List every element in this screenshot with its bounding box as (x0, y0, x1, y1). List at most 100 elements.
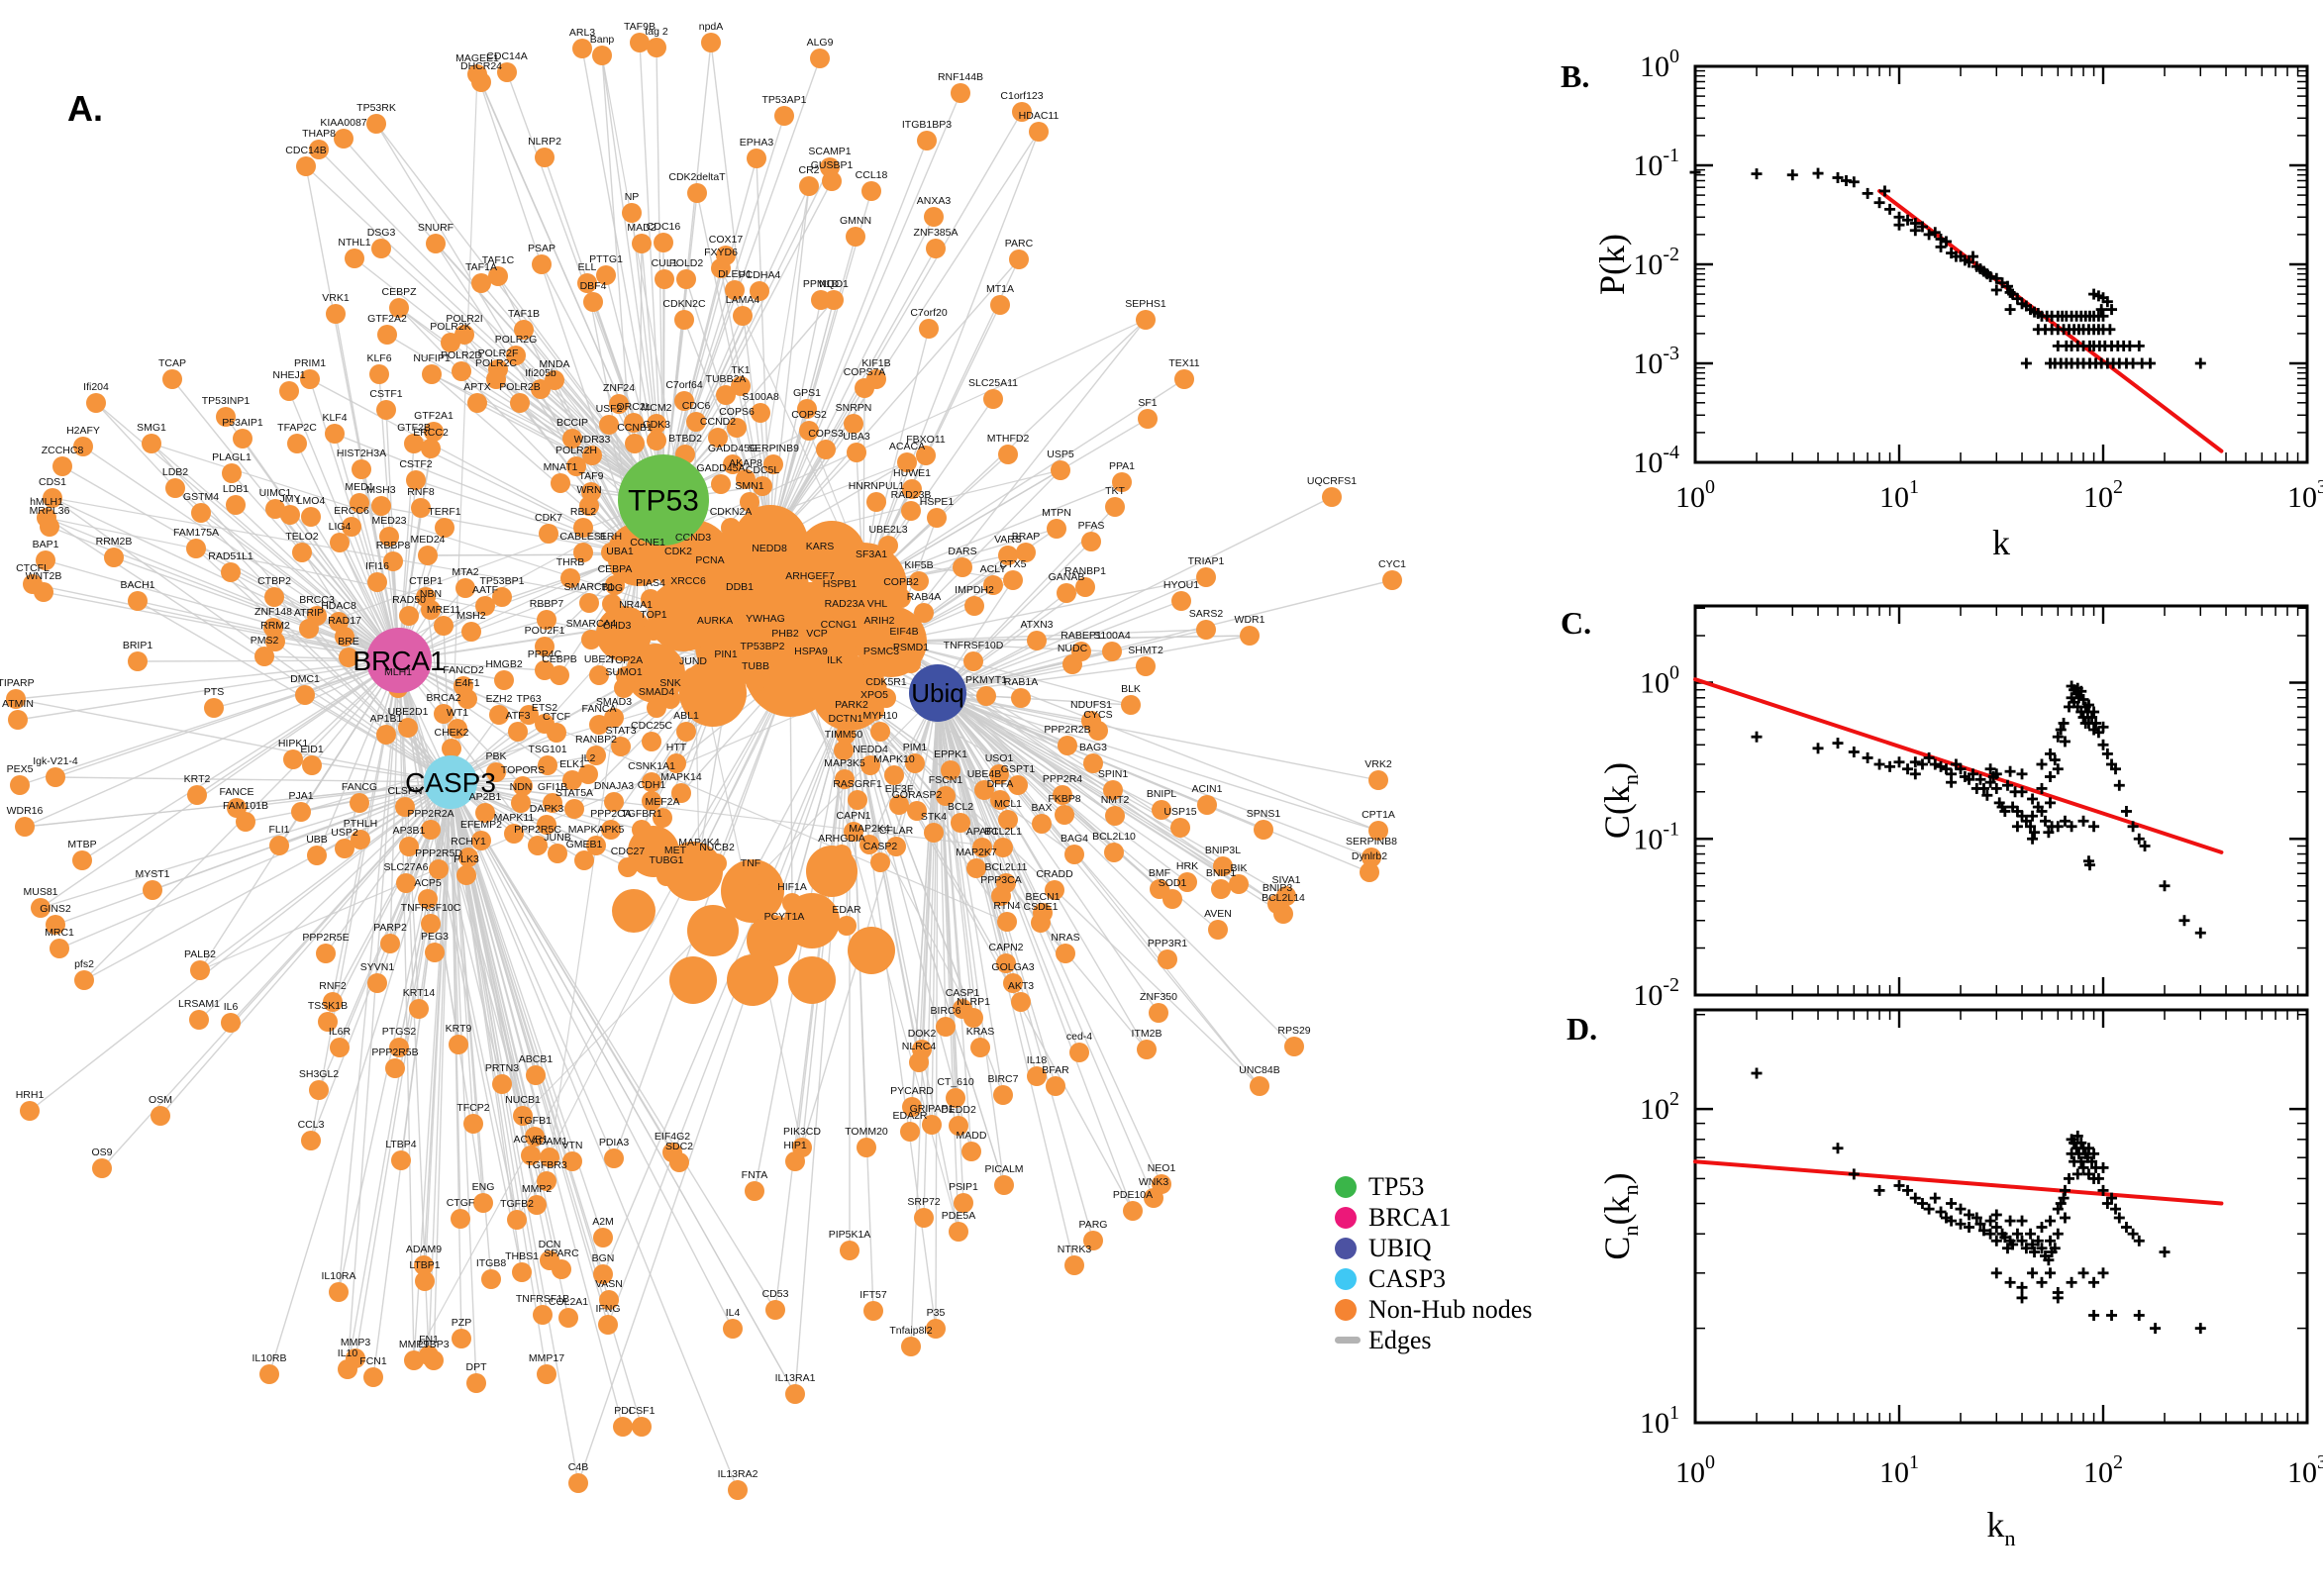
network-node-label: PRTN3 (485, 1062, 519, 1074)
network-node-label: NLRC4 (902, 1041, 937, 1052)
network-node-label: PDI (614, 1405, 632, 1417)
legend-item-ubiq: UBIQ (1335, 1233, 1532, 1263)
network-node-label: DPT (466, 1361, 488, 1373)
network-node-label: CCL18 (856, 169, 888, 181)
network-node-label: CSTF1 (369, 388, 402, 400)
network-node-label: NR4A1 (619, 599, 653, 611)
network-node-label: MTHFD2 (987, 433, 1030, 445)
network-node-label: COPB2 (883, 576, 919, 588)
network-node-label: ELL (578, 261, 597, 273)
network-node-label: RAB4A (907, 591, 941, 603)
network-node (905, 753, 925, 773)
network-node-label: AP2B1 (469, 791, 502, 803)
network-node-label: MNAT1 (544, 461, 578, 473)
network-node (855, 378, 874, 398)
network-node (10, 775, 30, 795)
network-node-label: ced-4 (1066, 1031, 1092, 1043)
network-node (844, 822, 863, 842)
network-node-label: MTA2 (452, 566, 478, 578)
x-axis-tick-label: 101 (1879, 476, 1919, 514)
network-node-label: TOP2A (609, 654, 643, 666)
network-node (20, 1101, 40, 1121)
network-node-label: EIF4B (889, 626, 918, 638)
network-node (927, 508, 947, 528)
network-node-label: NQO1 (819, 278, 849, 290)
network-node-label: WNK3 (1139, 1176, 1168, 1188)
network-node (1031, 913, 1051, 933)
network-node-label: NDUFS1 (1070, 699, 1112, 711)
network-node-label: TP53BP2 (741, 641, 785, 652)
network-node (380, 934, 400, 953)
legend-label: UBIQ (1368, 1233, 1432, 1262)
network-node (486, 369, 506, 389)
network-node (1229, 874, 1249, 894)
network-node-label: STK4 (921, 811, 947, 823)
network-node-label: SERPINB8 (1346, 836, 1397, 848)
network-node (1213, 856, 1233, 876)
network-node-label: TSSK1B (308, 1000, 348, 1012)
nonhub-node-icon (1335, 1298, 1357, 1321)
network-node-label: PDIA3 (599, 1137, 630, 1148)
network-node-label: RABEP1 (1060, 630, 1102, 642)
network-node-label: POLR2D (441, 349, 482, 361)
network-node (1062, 654, 1082, 674)
network-node (801, 657, 821, 677)
network-node-label: VHL (867, 598, 888, 610)
network-node-label: DCTN1 (828, 713, 862, 725)
network-node-label: SMAD4 (639, 686, 674, 698)
network-node (750, 281, 769, 301)
network-node-label: LTBP3 (418, 1339, 449, 1350)
y-axis-title: Cn​(kn​) (1597, 1172, 1643, 1259)
brca1-hub-icon (1335, 1206, 1357, 1229)
network-node (1027, 631, 1047, 650)
network-node (963, 1008, 983, 1028)
network-node (678, 587, 698, 607)
network-node-label: MYH10 (862, 710, 897, 722)
network-node (1008, 775, 1028, 795)
network-node (687, 183, 707, 203)
x-axis-tick-label: 100 (1675, 1451, 1715, 1489)
network-node (492, 1074, 512, 1094)
network-node (891, 588, 911, 608)
network-node-label: NEDD8 (752, 543, 787, 554)
legend-label: TP53 (1368, 1171, 1425, 1201)
network-node-label: TGFBR3 (526, 1159, 567, 1171)
network-node (924, 823, 944, 843)
network-node-label: MAPK11 (494, 812, 535, 824)
network-node (46, 915, 65, 935)
network-node (1368, 770, 1388, 790)
network-node (598, 1315, 618, 1335)
edge-line-icon (1335, 1337, 1361, 1344)
network-node-label: EPPK1 (934, 748, 967, 760)
network-node (605, 575, 625, 595)
network-node (395, 797, 415, 817)
network-node (434, 704, 454, 724)
network-node-label: MTBP (67, 839, 96, 850)
network-node (396, 873, 416, 893)
network-node (624, 413, 644, 433)
network-node-label: TUBG1 (649, 854, 683, 866)
network-node-label: NDN (510, 781, 533, 793)
network-node (666, 753, 686, 773)
network-node (165, 478, 185, 498)
network-node (1362, 848, 1381, 867)
network-node-label: GSPT1 (1001, 763, 1036, 775)
network-node (292, 543, 312, 562)
network-node (435, 518, 454, 538)
network-cluster-blob (727, 954, 778, 1006)
network-node-label: GMNN (840, 215, 871, 227)
network-node (674, 391, 694, 411)
network-node (830, 590, 850, 610)
network-node-label: FAM101B (223, 800, 268, 812)
network-node-label: WRN (576, 484, 601, 496)
network-node (1083, 753, 1103, 773)
network-node-label: XPO5 (860, 689, 888, 701)
network-node (983, 389, 1003, 409)
network-node (647, 414, 666, 434)
network-node-label: TGFB1 (518, 1115, 552, 1127)
network-node-label: CTBP2 (257, 575, 291, 587)
network-node-label: PSIP1 (949, 1181, 978, 1193)
network-node-label: MMP9 (399, 1339, 429, 1350)
network-node-label: MAPK14 (660, 771, 702, 783)
